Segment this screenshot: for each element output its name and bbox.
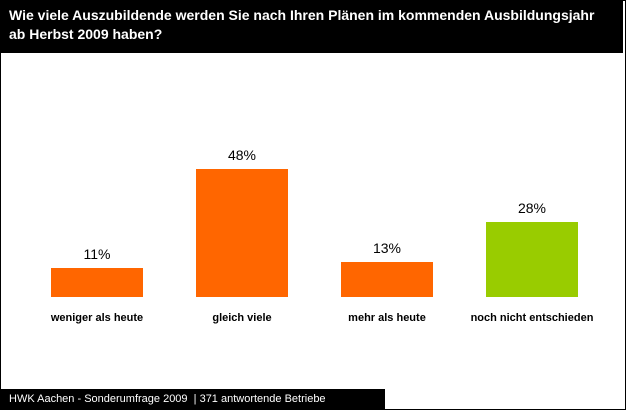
bar [51, 267, 143, 297]
x-tick-label: noch nicht entschieden [470, 312, 594, 324]
value-label: 13% [372, 240, 402, 257]
chart-title: Wie viele Auszubildende werden Sie nach … [1, 1, 623, 53]
bar [486, 222, 578, 297]
footer: HWK Aachen - Sonderumfrage 2009 | 371 an… [1, 389, 385, 409]
x-tick-label: mehr als heute [348, 312, 426, 324]
value-label: 48% [227, 146, 257, 163]
bar [196, 168, 288, 297]
value-label: 11% [83, 245, 111, 262]
x-tick-label: gleich viele [212, 312, 272, 324]
value-label: 28% [517, 200, 547, 217]
x-tick-label: weniger als heute [50, 312, 144, 324]
bar [341, 262, 433, 297]
